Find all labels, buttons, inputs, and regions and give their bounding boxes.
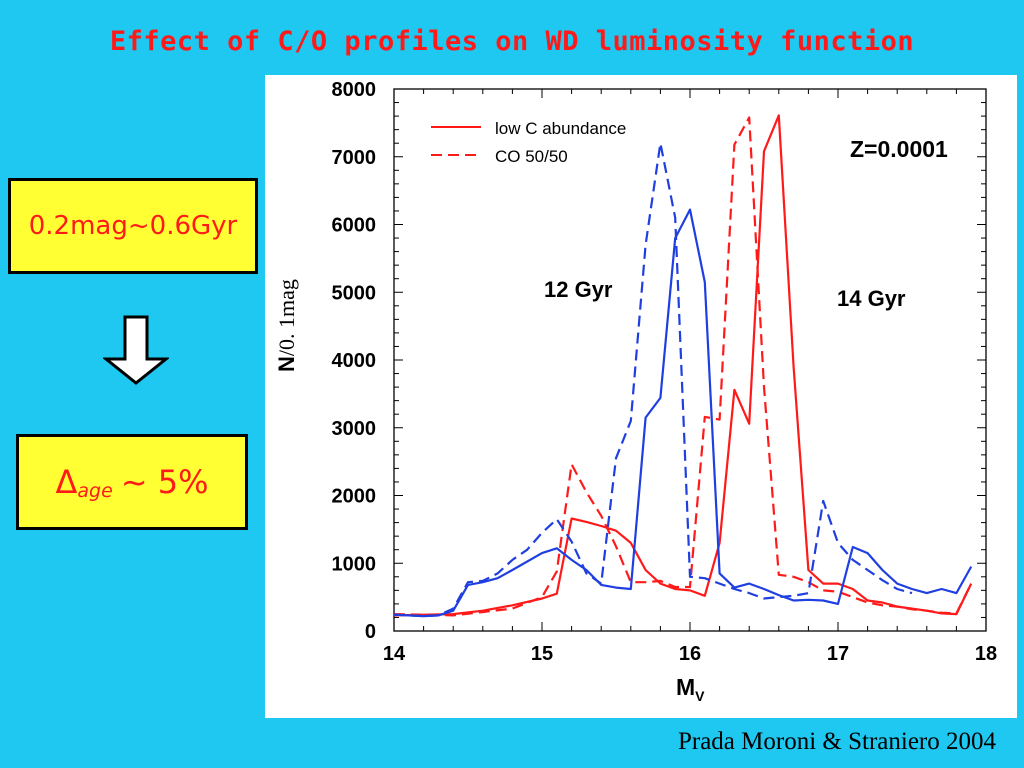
x-axis-label: MV <box>676 674 705 704</box>
plot-frame <box>393 88 987 632</box>
y-axis-label-unit: /0. 1mag <box>274 279 299 356</box>
y-tick-label: 6000 <box>332 215 377 237</box>
series-line-3 <box>393 208 973 618</box>
legend-label-1: low C abundance <box>495 119 626 138</box>
x-tick-label: 17 <box>827 643 849 665</box>
y-tick-label: 5000 <box>332 282 377 304</box>
x-tick-label: 16 <box>679 643 701 665</box>
y-tick-label: 8000 <box>332 79 377 101</box>
series-line-4 <box>393 142 913 618</box>
series-line-1 <box>393 114 973 617</box>
delta-symbol: Δ <box>55 463 78 501</box>
legend: low C abundance CO 50/50 <box>431 119 626 166</box>
axes-layer: 14 15 16 17 18 0 1000 2000 3000 4000 5000 6000 7000 8… <box>332 79 998 665</box>
citation: Prada Moroni & Straniero 2004 <box>677 728 996 755</box>
luminosity-function-chart: 14 15 16 17 18 0 1000 2000 3000 4000 5000 6000 7000 8… <box>274 79 998 704</box>
age-12-gyr-label: 12 Gyr <box>544 277 613 302</box>
y-tick-label: 4000 <box>332 350 377 372</box>
series-line-2 <box>393 116 973 617</box>
y-tick-label: 7000 <box>332 147 377 169</box>
time-conversion-text: 0.2mag~0.6Gyr <box>28 211 238 241</box>
x-axis-label-main: M <box>676 674 695 700</box>
time-conversion-box: 0.2mag~0.6Gyr <box>8 178 258 274</box>
x-tick-label: 18 <box>975 643 997 665</box>
plot-panel: 14 15 16 17 18 0 1000 2000 3000 4000 5000 6000 7000 8… <box>265 75 1017 718</box>
x-tick-label: 14 <box>383 643 406 665</box>
x-axis-label-sub: V <box>695 688 705 704</box>
series-layer <box>393 114 973 618</box>
y-tick-label: 2000 <box>332 486 377 508</box>
age-14-gyr-label: 14 Gyr <box>837 286 906 311</box>
y-tick-label: 1000 <box>332 553 377 575</box>
y-axis-label: N/0. 1mag <box>274 279 299 372</box>
y-axis-label-main: N <box>274 356 299 372</box>
metallicity-label: Z=0.0001 <box>850 136 948 162</box>
y-tick-label: 0 <box>365 621 376 643</box>
x-tick-label: 15 <box>531 643 553 665</box>
down-arrow-icon <box>103 315 169 385</box>
delta-value: ~ 5% <box>120 463 209 501</box>
slide-title: Effect of C/O profiles on WD luminosity … <box>109 26 915 57</box>
legend-label-2: CO 50/50 <box>495 147 568 166</box>
delta-subscript: age <box>77 480 113 502</box>
y-tick-label: 3000 <box>332 418 377 440</box>
